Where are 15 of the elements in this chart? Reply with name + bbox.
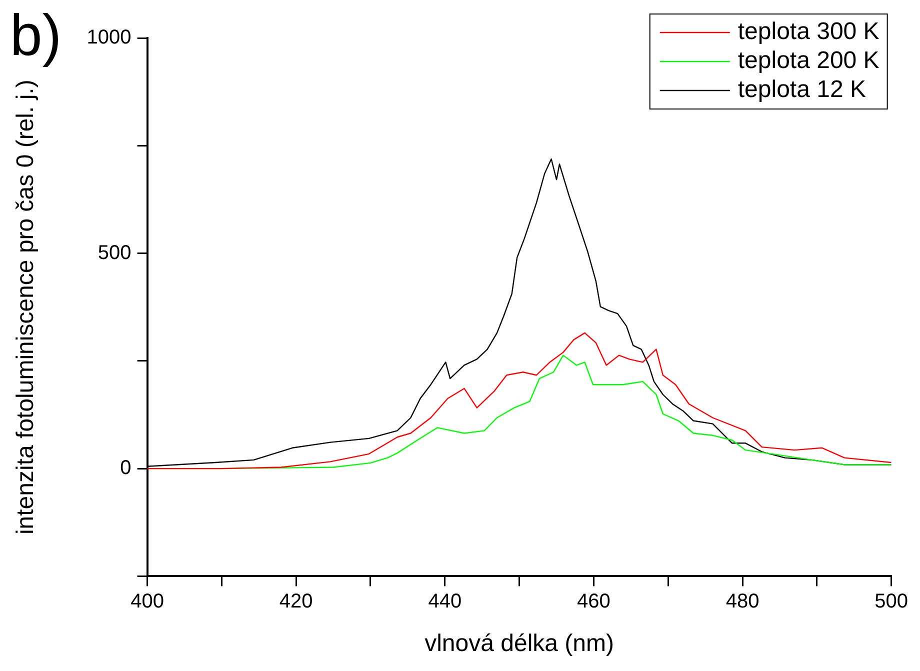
legend-label: teplota 12 K <box>738 76 866 104</box>
legend-label: teplota 300 K <box>738 18 880 46</box>
y-axis-title: intenzita fotoluminiscence pro čas 0 (rel. j.) <box>12 80 40 535</box>
x-tick-label: 440 <box>428 590 462 613</box>
x-axis-title: vlnová délka (nm) <box>424 630 614 658</box>
y-tick-label: 1000 <box>86 26 132 49</box>
y-tick-label: 500 <box>98 242 132 264</box>
x-tick-label: 500 <box>874 590 908 613</box>
text: b) <box>10 3 62 68</box>
x-tick-label: 480 <box>726 590 760 613</box>
y-tick-label: 0 <box>120 457 132 480</box>
x-tick-label: 420 <box>279 590 313 613</box>
x-tick-label: 460 <box>577 590 610 613</box>
x-tick-label: 400 <box>130 590 164 613</box>
legend-label: teplota 200 K <box>738 47 880 74</box>
